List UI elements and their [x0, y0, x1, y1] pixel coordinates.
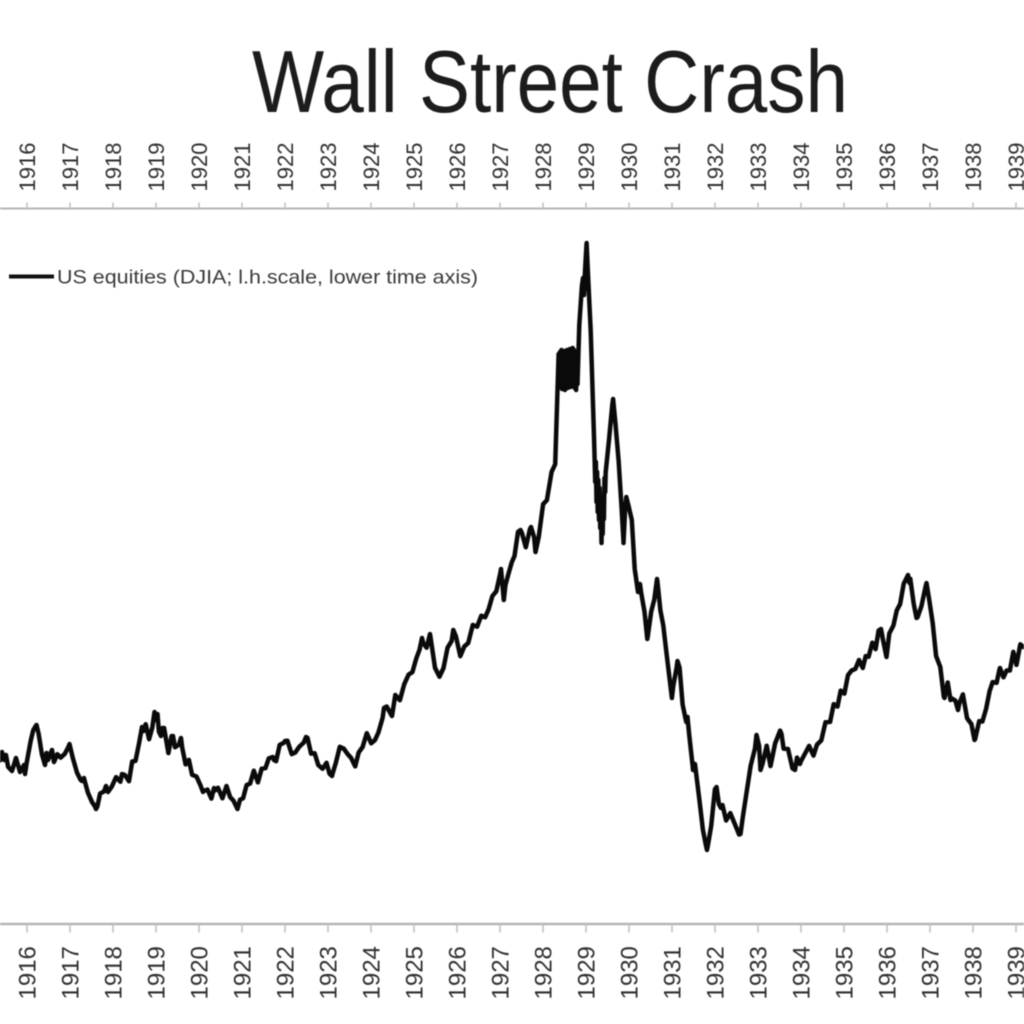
svg-text:1932: 1932: [703, 143, 728, 192]
svg-text:1930: 1930: [617, 143, 642, 192]
svg-text:1916: 1916: [15, 143, 40, 192]
svg-text:1929: 1929: [574, 946, 601, 999]
svg-text:1937: 1937: [918, 143, 943, 192]
svg-text:1922: 1922: [273, 143, 298, 192]
svg-text:1933: 1933: [746, 946, 773, 999]
svg-text:1916: 1916: [15, 946, 42, 999]
svg-text:1926: 1926: [445, 946, 472, 999]
svg-text:1917: 1917: [58, 946, 85, 999]
svg-text:1932: 1932: [703, 946, 730, 999]
svg-text:1928: 1928: [531, 143, 556, 192]
svg-text:1921: 1921: [230, 143, 255, 192]
svg-text:1918: 1918: [101, 946, 128, 999]
svg-text:1924: 1924: [359, 946, 386, 999]
svg-text:1923: 1923: [316, 946, 343, 999]
svg-text:1927: 1927: [488, 143, 513, 192]
svg-text:1920: 1920: [187, 946, 214, 999]
svg-text:1919: 1919: [144, 946, 171, 999]
svg-text:1939: 1939: [1004, 946, 1024, 999]
svg-text:1920: 1920: [187, 143, 212, 192]
svg-text:US equities (DJIA; l.h.scale,: US equities (DJIA; l.h.scale, lower time…: [57, 267, 478, 289]
svg-text:1935: 1935: [832, 143, 857, 192]
svg-text:1934: 1934: [789, 143, 814, 192]
svg-text:1919: 1919: [144, 143, 169, 192]
svg-text:1937: 1937: [918, 946, 945, 999]
svg-text:1921: 1921: [230, 946, 257, 999]
svg-text:1926: 1926: [445, 143, 470, 192]
svg-text:1936: 1936: [875, 946, 902, 999]
svg-text:1933: 1933: [746, 143, 771, 192]
svg-text:1934: 1934: [789, 946, 816, 999]
svg-text:1925: 1925: [402, 946, 429, 999]
svg-text:Wall Street Crash: Wall Street Crash: [252, 32, 848, 131]
svg-text:1917: 1917: [58, 143, 83, 192]
svg-text:1938: 1938: [961, 946, 988, 999]
svg-text:1931: 1931: [660, 143, 685, 192]
svg-text:1936: 1936: [875, 143, 900, 192]
svg-text:1925: 1925: [402, 143, 427, 192]
svg-text:1931: 1931: [660, 946, 687, 999]
svg-text:1930: 1930: [617, 946, 644, 999]
svg-text:1923: 1923: [316, 143, 341, 192]
svg-text:1929: 1929: [574, 143, 599, 192]
svg-text:1922: 1922: [273, 946, 300, 999]
svg-text:1924: 1924: [359, 143, 384, 192]
svg-text:1927: 1927: [488, 946, 515, 999]
svg-text:1939: 1939: [1004, 143, 1024, 192]
svg-text:1918: 1918: [101, 143, 126, 192]
svg-text:1928: 1928: [531, 946, 558, 999]
svg-text:1935: 1935: [832, 946, 859, 999]
svg-text:1938: 1938: [961, 143, 986, 192]
